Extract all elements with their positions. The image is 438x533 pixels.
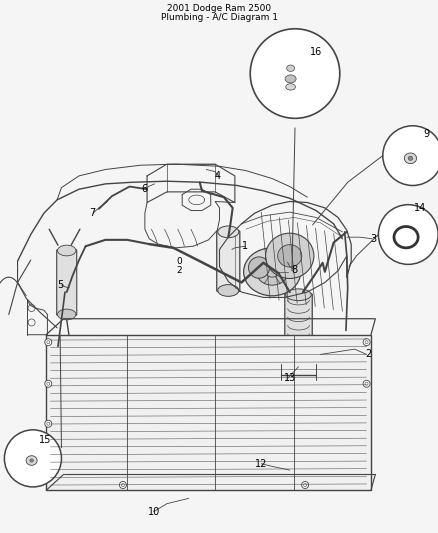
Text: 7: 7 xyxy=(89,208,95,218)
Ellipse shape xyxy=(277,245,301,267)
Text: 1: 1 xyxy=(241,241,247,251)
Ellipse shape xyxy=(403,153,416,164)
Circle shape xyxy=(362,338,369,346)
Ellipse shape xyxy=(286,65,294,71)
Circle shape xyxy=(45,380,52,387)
Text: 3: 3 xyxy=(369,234,375,244)
Circle shape xyxy=(4,430,61,487)
Circle shape xyxy=(378,205,437,264)
Text: 10: 10 xyxy=(147,507,159,516)
Text: 8: 8 xyxy=(290,265,297,274)
FancyBboxPatch shape xyxy=(216,231,239,292)
Text: 14: 14 xyxy=(413,203,426,213)
Text: Plumbing - A/C Diagram 1: Plumbing - A/C Diagram 1 xyxy=(161,13,277,22)
Ellipse shape xyxy=(57,309,76,320)
Ellipse shape xyxy=(407,156,412,160)
FancyBboxPatch shape xyxy=(284,294,311,365)
Ellipse shape xyxy=(256,259,287,285)
Ellipse shape xyxy=(285,358,311,370)
Ellipse shape xyxy=(217,226,238,238)
Text: 15: 15 xyxy=(39,435,51,445)
Text: 4: 4 xyxy=(214,171,220,181)
Circle shape xyxy=(301,481,308,489)
Ellipse shape xyxy=(30,459,33,462)
Circle shape xyxy=(119,481,126,489)
Ellipse shape xyxy=(285,75,295,83)
Text: 6: 6 xyxy=(141,184,148,194)
Circle shape xyxy=(45,338,52,346)
Text: 13: 13 xyxy=(283,374,295,383)
FancyBboxPatch shape xyxy=(57,249,77,316)
Circle shape xyxy=(362,380,369,387)
Text: 2: 2 xyxy=(365,350,371,359)
Ellipse shape xyxy=(285,289,311,301)
Circle shape xyxy=(382,126,438,185)
Text: 2: 2 xyxy=(176,266,181,275)
Ellipse shape xyxy=(265,233,313,278)
Bar xyxy=(46,335,370,490)
Ellipse shape xyxy=(57,245,76,256)
Text: 5: 5 xyxy=(57,280,64,290)
Ellipse shape xyxy=(26,456,37,465)
Text: 0: 0 xyxy=(176,257,182,265)
Ellipse shape xyxy=(248,257,269,278)
Ellipse shape xyxy=(217,285,238,296)
Ellipse shape xyxy=(285,84,295,90)
Circle shape xyxy=(250,29,339,118)
Text: 9: 9 xyxy=(423,130,429,139)
Circle shape xyxy=(45,420,52,427)
Text: 16: 16 xyxy=(309,47,321,57)
Ellipse shape xyxy=(243,248,300,296)
Text: 2001 Dodge Ram 2500: 2001 Dodge Ram 2500 xyxy=(167,4,271,13)
Text: 12: 12 xyxy=(254,459,267,469)
